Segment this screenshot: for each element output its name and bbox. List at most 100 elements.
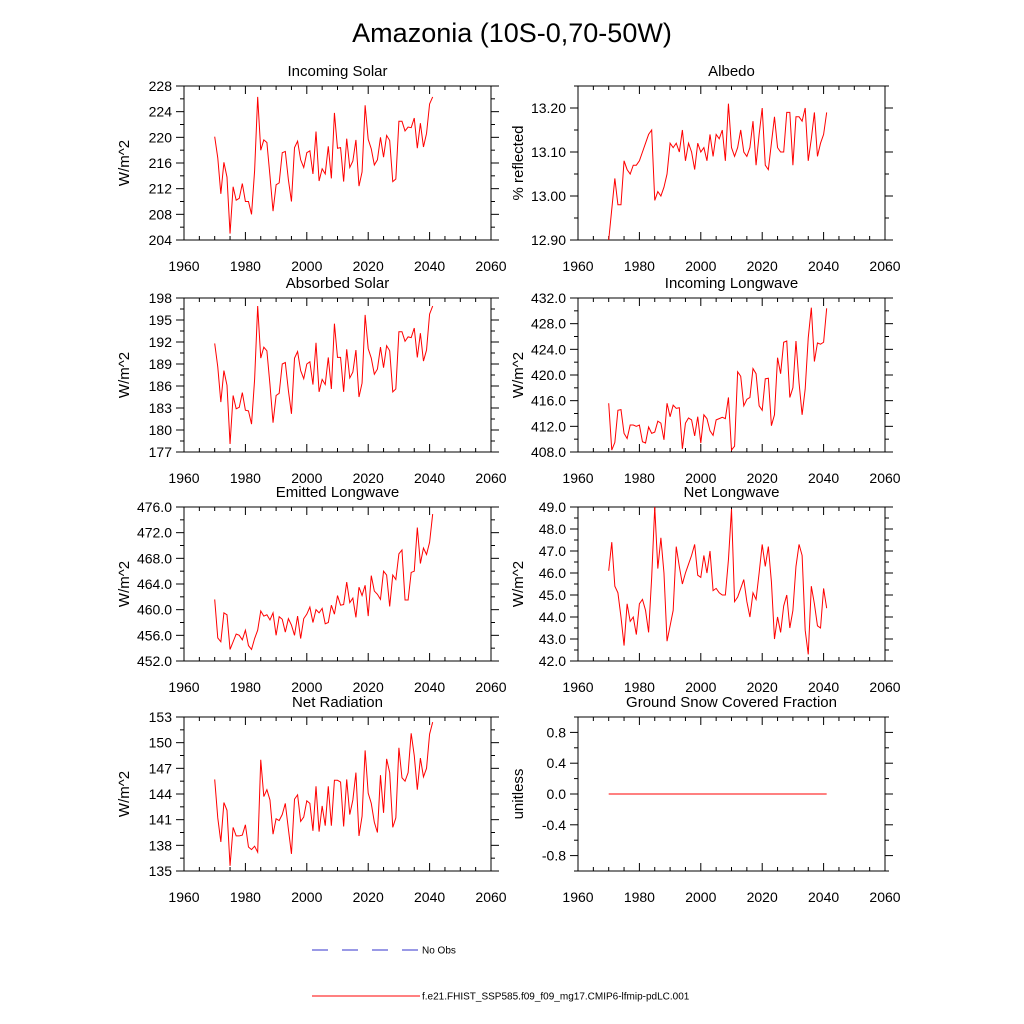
x-tick-label: 1960 <box>168 679 199 695</box>
y-tick-label: 228 <box>149 78 173 94</box>
x-tick-label: 1980 <box>624 470 655 486</box>
x-tick-label: 2060 <box>869 889 900 905</box>
y-tick-label: 43.0 <box>539 631 566 647</box>
panel-title: Net Longwave <box>684 484 780 501</box>
x-tick-label: 1980 <box>230 679 261 695</box>
y-tick-label: 183 <box>149 400 173 416</box>
y-tick-label: 47.0 <box>539 543 566 559</box>
y-tick-label: 189 <box>149 356 173 372</box>
x-tick-label: 2020 <box>747 679 778 695</box>
y-tick-label: 208 <box>149 206 173 222</box>
y-tick-label: 180 <box>149 422 173 438</box>
x-tick-label: 2040 <box>414 889 445 905</box>
y-tick-label: 13.00 <box>531 188 566 204</box>
x-tick-label: 1960 <box>168 258 199 274</box>
y-tick-label: 141 <box>149 812 173 828</box>
y-axis-label: W/m^2 <box>116 561 133 607</box>
series-line <box>608 103 828 241</box>
y-tick-label: 195 <box>149 312 173 328</box>
x-tick-label: 2000 <box>685 258 716 274</box>
x-tick-label: 1960 <box>168 470 199 486</box>
panel-title: Albedo <box>708 63 755 80</box>
x-tick-label: 2040 <box>414 679 445 695</box>
panel-title: Ground Snow Covered Fraction <box>626 694 837 711</box>
y-tick-label: 424.0 <box>531 341 566 357</box>
y-tick-label: 0.4 <box>547 755 567 771</box>
series-line <box>214 514 434 651</box>
series-line <box>214 305 434 444</box>
y-axis-label: unitless <box>510 769 527 820</box>
series-line <box>608 307 828 452</box>
plot-frame <box>577 297 886 453</box>
x-tick-label: 2020 <box>353 470 384 486</box>
x-tick-label: 2020 <box>747 470 778 486</box>
series-line <box>214 722 434 866</box>
x-tick-label: 1980 <box>624 258 655 274</box>
x-tick-label: 2020 <box>747 258 778 274</box>
x-tick-label: 2020 <box>747 889 778 905</box>
y-tick-label: 48.0 <box>539 521 566 537</box>
y-axis-label: W/m^2 <box>116 352 133 398</box>
y-tick-label: 408.0 <box>531 444 566 460</box>
x-tick-label: 2040 <box>808 889 839 905</box>
x-tick-label: 2040 <box>414 470 445 486</box>
x-tick-label: 1980 <box>230 258 261 274</box>
y-tick-label: 12.90 <box>531 232 566 248</box>
panel-incoming-longwave: Incoming Longwave W/m^2 1960 1980 2000 2020 20… <box>510 275 901 486</box>
x-tick-label: 2000 <box>685 889 716 905</box>
y-tick-label: 420.0 <box>531 367 566 383</box>
y-tick-label: 0.8 <box>547 724 567 740</box>
x-tick-label: 2000 <box>291 258 322 274</box>
x-tick-label: 1980 <box>230 889 261 905</box>
panel-title: Incoming Longwave <box>665 275 798 292</box>
x-tick-label: 1960 <box>168 889 199 905</box>
x-tick-label: 1980 <box>230 470 261 486</box>
panel-title: Absorbed Solar <box>286 275 389 292</box>
panel-net-longwave: Net Longwave W/m^2 1960 1980 2000 2020 2040 206… <box>510 484 901 695</box>
legend: No Obs f.e21.FHIST_SSP585.f09_f09_mg17.C… <box>312 946 690 1003</box>
y-tick-label: 42.0 <box>539 653 566 669</box>
y-tick-label: 220 <box>149 129 173 145</box>
y-axis-label: W/m^2 <box>510 561 527 607</box>
plot-frame <box>183 506 492 662</box>
x-tick-label: 2040 <box>414 258 445 274</box>
x-tick-label: 2000 <box>291 470 322 486</box>
y-tick-label: -0.4 <box>542 817 566 833</box>
x-tick-label: 2060 <box>869 679 900 695</box>
y-tick-label: 212 <box>149 181 173 197</box>
x-tick-label: 2060 <box>475 679 506 695</box>
panel-net-radiation: Net Radiation W/m^2 1960 1980 2000 2020 2040 20… <box>116 694 507 905</box>
y-tick-label: 416.0 <box>531 393 566 409</box>
legend-model-label: f.e21.FHIST_SSP585.f09_f09_mg17.CMIP6-lf… <box>422 992 690 1003</box>
y-tick-label: 138 <box>149 837 173 853</box>
y-tick-label: 147 <box>149 760 173 776</box>
panel-absorbed-solar: Absorbed Solar W/m^2 1960 1980 2000 2020 2040 2… <box>116 275 507 486</box>
y-tick-label: 198 <box>149 290 173 306</box>
x-tick-label: 2060 <box>475 889 506 905</box>
y-tick-label: 456.0 <box>137 627 172 643</box>
y-tick-label: 150 <box>149 735 173 751</box>
series-line <box>608 506 828 655</box>
y-tick-label: 460.0 <box>137 602 172 618</box>
x-tick-label: 2000 <box>685 470 716 486</box>
y-tick-label: 177 <box>149 444 173 460</box>
y-tick-label: 44.0 <box>539 609 566 625</box>
panel-ground-snow-covered-fraction: Ground Snow Covered Fraction unitless 1960… <box>510 694 901 905</box>
x-tick-label: 2020 <box>353 889 384 905</box>
y-tick-label: 13.20 <box>531 100 566 116</box>
x-tick-label: 1960 <box>562 470 593 486</box>
plot-frame <box>183 716 492 872</box>
x-tick-label: 2060 <box>475 470 506 486</box>
x-tick-label: 2020 <box>353 258 384 274</box>
y-tick-label: 464.0 <box>137 576 172 592</box>
y-tick-label: 204 <box>149 232 173 248</box>
y-tick-label: 153 <box>149 709 173 725</box>
panel-title: Incoming Solar <box>287 63 387 80</box>
x-tick-label: 2040 <box>808 258 839 274</box>
y-tick-label: -0.8 <box>542 848 566 864</box>
x-tick-label: 1980 <box>624 679 655 695</box>
panel-grid: Incoming Solar W/m^2 1960 1980 2000 2020 2040 2… <box>116 63 901 905</box>
x-tick-label: 2000 <box>685 679 716 695</box>
y-axis-label: % reflected <box>510 125 527 200</box>
